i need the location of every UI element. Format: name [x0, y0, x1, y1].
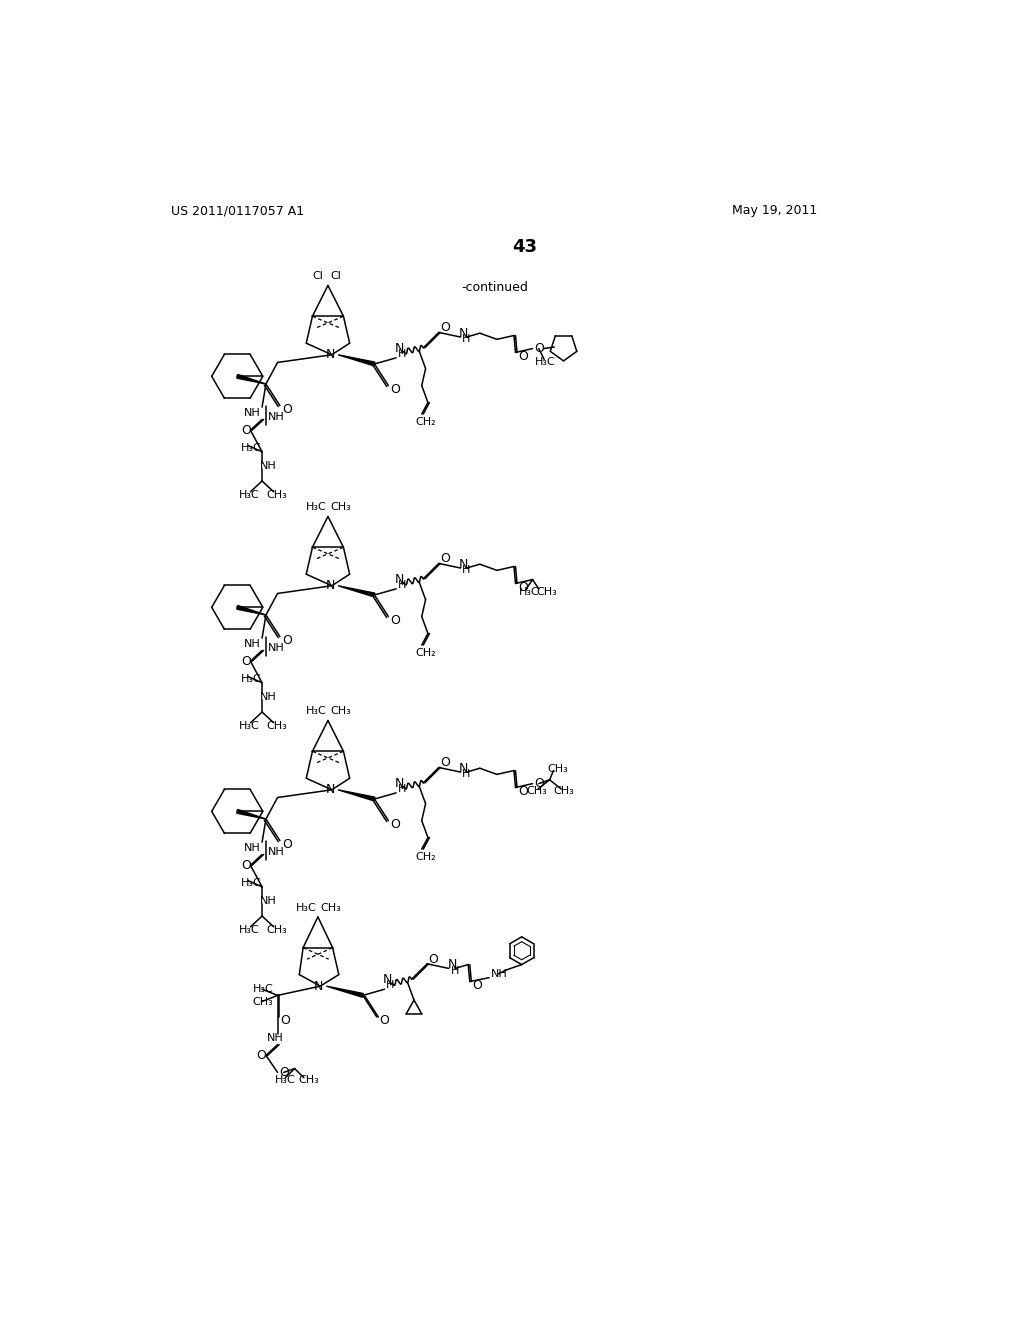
Text: May 19, 2011: May 19, 2011 — [732, 205, 818, 218]
Text: H₃C: H₃C — [275, 1074, 296, 1085]
Text: CH₃: CH₃ — [253, 997, 273, 1007]
Text: CH₃: CH₃ — [331, 706, 351, 717]
Text: O: O — [241, 655, 251, 668]
Text: O: O — [241, 424, 251, 437]
Text: H₃C: H₃C — [306, 706, 327, 717]
Text: NH: NH — [268, 643, 285, 653]
Text: H: H — [386, 981, 394, 990]
Text: NH: NH — [260, 461, 276, 471]
Text: CH₃: CH₃ — [266, 925, 287, 935]
Text: H₃C: H₃C — [239, 925, 259, 935]
Text: H: H — [462, 334, 470, 345]
Text: N: N — [447, 958, 457, 972]
Text: Cl: Cl — [331, 271, 341, 281]
Text: NH: NH — [244, 408, 260, 418]
Text: O: O — [379, 1014, 389, 1027]
Text: -continued: -continued — [461, 281, 528, 294]
Text: H: H — [397, 348, 407, 359]
Text: CH₂: CH₂ — [416, 417, 436, 426]
Text: N: N — [326, 348, 335, 362]
Text: NH: NH — [266, 1032, 284, 1043]
Polygon shape — [237, 809, 266, 818]
Text: CH₂: CH₂ — [416, 851, 436, 862]
Text: CH₃: CH₃ — [266, 721, 287, 731]
Text: N: N — [326, 783, 335, 796]
Text: CH₃: CH₃ — [537, 587, 557, 597]
Text: O: O — [518, 581, 527, 594]
Text: CH₃: CH₃ — [321, 903, 341, 912]
Text: O: O — [391, 614, 400, 627]
Text: H: H — [397, 579, 407, 590]
Text: H: H — [462, 770, 470, 779]
Text: NH: NH — [260, 692, 276, 702]
Text: O: O — [283, 838, 292, 851]
Text: N: N — [459, 557, 468, 570]
Text: H: H — [462, 565, 470, 576]
Text: CH₃: CH₃ — [526, 785, 547, 796]
Text: O: O — [535, 342, 544, 355]
Text: H₃C: H₃C — [306, 502, 327, 512]
Text: O: O — [518, 785, 527, 797]
Text: O: O — [429, 953, 438, 966]
Text: N: N — [459, 762, 468, 775]
Text: O: O — [283, 403, 292, 416]
Text: O: O — [535, 777, 544, 791]
Polygon shape — [237, 375, 266, 384]
Text: O: O — [440, 321, 451, 334]
Text: O: O — [241, 859, 251, 871]
Text: N: N — [394, 342, 404, 355]
Text: CH₂: CH₂ — [416, 648, 436, 657]
Text: Cl: Cl — [312, 271, 324, 281]
Text: NH: NH — [490, 969, 508, 979]
Text: O: O — [440, 756, 451, 770]
Text: N: N — [383, 973, 392, 986]
Text: CH₃: CH₃ — [547, 764, 568, 774]
Text: NH: NH — [268, 412, 285, 422]
Text: CH₃: CH₃ — [554, 785, 574, 796]
Text: O: O — [391, 383, 400, 396]
Text: NH: NH — [260, 896, 276, 906]
Text: O: O — [283, 634, 292, 647]
Text: H₃C: H₃C — [518, 587, 540, 597]
Polygon shape — [338, 355, 375, 366]
Text: CH₃: CH₃ — [331, 502, 351, 512]
Text: US 2011/0117057 A1: US 2011/0117057 A1 — [171, 205, 304, 218]
Text: N: N — [394, 573, 404, 586]
Polygon shape — [327, 986, 364, 997]
Text: H₃C: H₃C — [296, 903, 316, 912]
Text: H₃C: H₃C — [239, 721, 259, 731]
Text: H₃C: H₃C — [241, 675, 261, 684]
Polygon shape — [237, 606, 266, 615]
Text: CH₃: CH₃ — [266, 490, 287, 500]
Text: N: N — [394, 777, 404, 791]
Text: CH₃: CH₃ — [299, 1074, 319, 1085]
Text: H₃C: H₃C — [535, 358, 556, 367]
Text: 43: 43 — [512, 238, 538, 256]
Text: O: O — [280, 1014, 290, 1027]
Polygon shape — [338, 789, 375, 801]
Text: H₃C: H₃C — [241, 444, 261, 453]
Text: H₃C: H₃C — [253, 985, 273, 994]
Text: O: O — [391, 818, 400, 832]
Text: H: H — [397, 784, 407, 795]
Text: N: N — [459, 326, 468, 339]
Polygon shape — [338, 586, 375, 597]
Text: O: O — [518, 350, 527, 363]
Text: H₃C: H₃C — [241, 878, 261, 888]
Text: NH: NH — [244, 843, 260, 853]
Text: O: O — [440, 552, 451, 565]
Text: H₃C: H₃C — [239, 490, 259, 500]
Text: O: O — [280, 1065, 289, 1078]
Text: NH: NH — [268, 847, 285, 857]
Text: N: N — [326, 579, 335, 593]
Text: N: N — [314, 979, 324, 993]
Text: H: H — [451, 966, 459, 975]
Text: NH: NH — [244, 639, 260, 649]
Text: O: O — [257, 1049, 266, 1063]
Text: O: O — [472, 979, 482, 991]
